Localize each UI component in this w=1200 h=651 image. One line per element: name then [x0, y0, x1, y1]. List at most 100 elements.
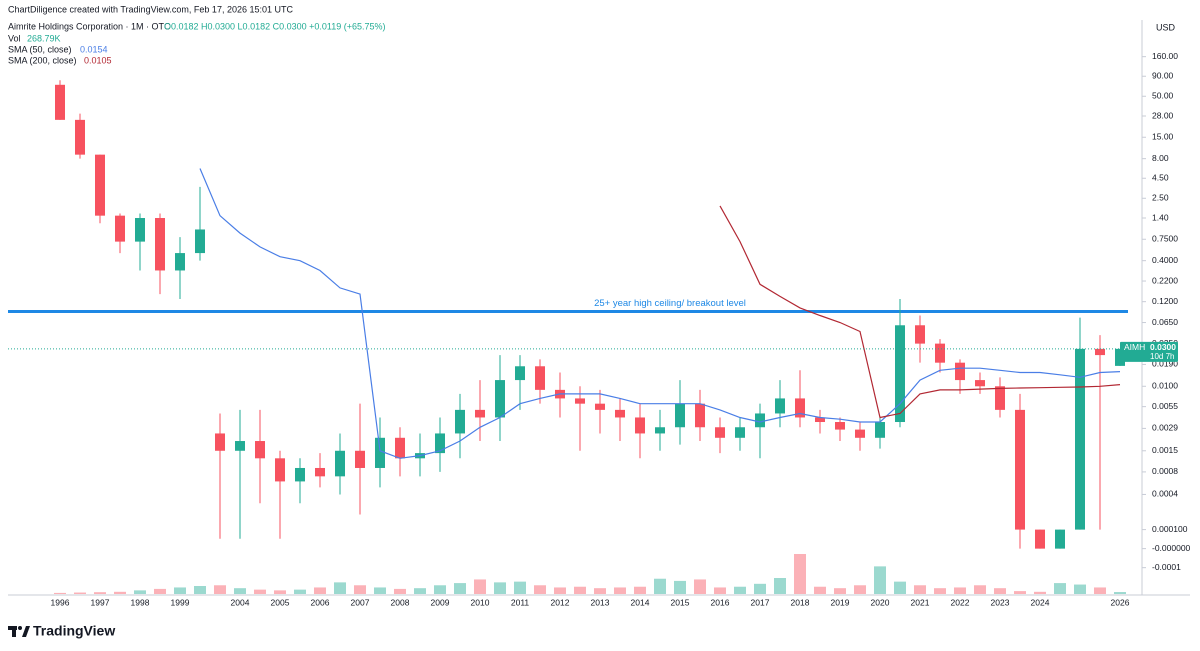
volume-bar: [894, 581, 906, 594]
volume-bar: [54, 592, 66, 594]
volume-bar: [634, 586, 646, 594]
candle-body: [275, 458, 285, 482]
volume-bar: [1114, 592, 1126, 594]
x-tick-label: 2023: [991, 597, 1010, 607]
y-tick-label: 0.4000: [1152, 255, 1178, 265]
candle-body: [815, 417, 825, 423]
candle-body: [295, 467, 305, 482]
candle-body: [835, 422, 845, 430]
candle-body: [175, 253, 185, 271]
x-tick-label: 2013: [591, 597, 610, 607]
y-tick-label: 0.000100: [1152, 524, 1188, 534]
candle-body: [675, 403, 685, 428]
volume-bar: [1054, 583, 1066, 594]
volume-bar: [1014, 591, 1026, 594]
vol-label: Vol: [8, 33, 21, 43]
candle-body: [135, 218, 145, 242]
volume-bar: [614, 587, 626, 594]
x-tick-label: 2026: [1111, 597, 1130, 607]
candle-body: [95, 154, 105, 216]
candle-body: [195, 229, 205, 254]
volume-bar: [754, 583, 766, 594]
x-tick-label: 2015: [671, 597, 690, 607]
volume-bar: [294, 589, 306, 594]
price-tag-countdown: 10d 7h: [1150, 352, 1174, 361]
y-tick-label: 0.0190: [1152, 359, 1178, 369]
candle-body: [155, 218, 165, 271]
legend-sma200-value: 0.0105: [84, 55, 112, 65]
volume-bar: [594, 588, 606, 594]
x-tick-label: 2007: [351, 597, 370, 607]
candle-body: [435, 433, 445, 454]
candle-body: [755, 413, 765, 428]
volume-bar: [734, 586, 746, 594]
sma-line: [199, 168, 1121, 459]
y-tick-label: 8.00: [1152, 153, 1169, 163]
y-tick-label: -0.000000: [1152, 543, 1191, 553]
volume-bar: [574, 586, 586, 594]
volume-bar: [714, 587, 726, 594]
candle-body: [475, 409, 485, 418]
volume-bar: [374, 587, 386, 594]
candle-body: [55, 84, 65, 120]
volume-bar: [674, 580, 686, 594]
y-tick-label: 28.00: [1152, 110, 1174, 120]
price-tag-bg: [1120, 341, 1178, 362]
candle-body: [715, 427, 725, 438]
volume-bar: [934, 588, 946, 594]
volume-bar: [814, 586, 826, 594]
volume-bar: [94, 592, 106, 594]
volume-bar: [354, 585, 366, 594]
candle-body: [255, 441, 265, 459]
candle-body: [935, 343, 945, 363]
volume-bar: [954, 587, 966, 594]
ohlc: O0.0182 H0.0300 L0.0182 C0.0300 +0.0119 …: [164, 21, 386, 31]
volume-bar: [234, 588, 246, 594]
x-tick-label: 2006: [311, 597, 330, 607]
candle-body: [335, 450, 345, 477]
candle-body: [495, 380, 505, 418]
volume-bar: [214, 585, 226, 594]
candle-body: [635, 417, 645, 434]
symbol: Aimrite Holdings Corporation · 1M · OTC: [8, 21, 171, 31]
y-tick-label: 0.0055: [1152, 401, 1178, 411]
volume-bar: [414, 588, 426, 594]
x-tick-label: 2008: [391, 597, 410, 607]
candle-body: [455, 409, 465, 434]
x-tick-label: 2024: [1031, 597, 1050, 607]
level-label: 25+ year high ceiling/ breakout level: [594, 298, 746, 309]
y-tick-label: 90.00: [1152, 70, 1174, 80]
price-tag-price: 0.0300: [1150, 342, 1176, 352]
x-tick-label: 1996: [51, 597, 70, 607]
y-tick-label: 4.50: [1152, 173, 1169, 183]
x-tick-label: 1999: [171, 597, 190, 607]
x-tick-label: 2022: [951, 597, 970, 607]
y-tick-label: -0.0001: [1152, 562, 1181, 572]
x-tick-label: 2010: [471, 597, 490, 607]
candle-body: [735, 427, 745, 438]
x-tick-label: 2020: [871, 597, 890, 607]
candle-body: [535, 366, 545, 390]
volume-bar: [474, 579, 486, 594]
candle-body: [315, 467, 325, 477]
candle-body: [215, 433, 225, 451]
logo-mark: [18, 626, 22, 630]
candle-body: [1035, 529, 1045, 549]
x-tick-label: 2004: [231, 597, 250, 607]
x-tick-label: 2019: [831, 597, 850, 607]
volume-bar: [694, 579, 706, 594]
y-tick-label: 0.7500: [1152, 234, 1178, 244]
volume-bar: [1034, 591, 1046, 594]
y-tick-label: 1.40: [1152, 212, 1169, 222]
candle-body: [375, 437, 385, 468]
volume-bar: [154, 588, 166, 594]
candle-body: [955, 362, 965, 381]
candle-body: [1075, 348, 1085, 530]
legend-sma50: SMA (50, close): [8, 44, 72, 54]
candle-body: [975, 380, 985, 387]
y-tick-label: 0.0008: [1152, 466, 1178, 476]
volume-bar: [114, 591, 126, 594]
candle-body: [595, 403, 605, 410]
candle-body: [795, 398, 805, 418]
